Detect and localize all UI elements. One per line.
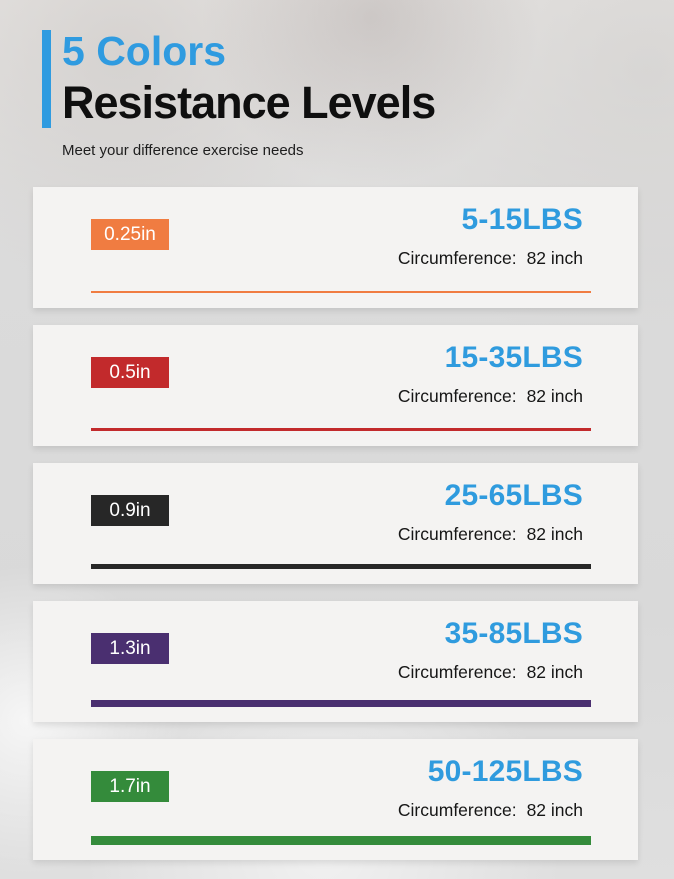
band-thickness-line	[91, 291, 591, 293]
weight-range: 25-65LBS	[444, 479, 583, 512]
circumference-row: Circumference: 82 inch	[398, 386, 583, 407]
band-width-badge: 1.3in	[91, 633, 169, 664]
page-title: 5 Colors	[62, 28, 227, 74]
circumference-row: Circumference: 82 inch	[398, 248, 583, 269]
band-card-purple: 1.3in 35-85LBS Circumference: 82 inch	[33, 601, 638, 722]
weight-range: 50-125LBS	[427, 755, 583, 788]
header: 5 Colors Resistance Levels Meet your dif…	[0, 0, 674, 159]
circumference-row: Circumference: 82 inch	[398, 800, 583, 821]
band-width-badge: 1.7in	[91, 771, 169, 802]
band-width-badge: 0.25in	[91, 219, 169, 250]
page-subtitle: Resistance Levels	[62, 77, 436, 128]
band-card-black: 0.9in 25-65LBS Circumference: 82 inch	[33, 463, 638, 584]
band-thickness-line	[91, 700, 591, 707]
weight-range: 35-85LBS	[444, 617, 583, 650]
circumference-value: 82 inch	[526, 386, 583, 406]
spacer	[517, 386, 527, 407]
spacer	[517, 248, 527, 269]
circumference-label: Circumference:	[397, 248, 517, 268]
circumference-label: Circumference:	[397, 524, 517, 544]
circumference-value: 82 inch	[526, 248, 583, 268]
band-card-green: 1.7in 50-125LBS Circumference: 82 inch	[33, 739, 638, 860]
band-thickness-line	[91, 836, 591, 845]
tagline: Meet your difference exercise needs	[62, 142, 304, 159]
spacer	[517, 662, 527, 683]
band-card-red: 0.5in 15-35LBS Circumference: 82 inch	[33, 325, 638, 446]
band-card-orange: 0.25in 5-15LBS Circumference: 82 inch	[33, 187, 638, 308]
circumference-value: 82 inch	[526, 524, 583, 544]
band-thickness-line	[91, 564, 591, 569]
circumference-value: 82 inch	[526, 800, 583, 820]
weight-range: 15-35LBS	[444, 341, 583, 374]
accent-bar	[42, 30, 51, 128]
spacer	[517, 800, 527, 821]
circumference-label: Circumference:	[397, 800, 517, 820]
circumference-label: Circumference:	[397, 386, 517, 406]
weight-range: 5-15LBS	[461, 203, 583, 236]
band-width-badge: 0.9in	[91, 495, 169, 526]
circumference-row: Circumference: 82 inch	[398, 662, 583, 683]
circumference-row: Circumference: 82 inch	[398, 524, 583, 545]
band-list: 0.25in 5-15LBS Circumference: 82 inch 0.…	[33, 187, 638, 877]
band-width-badge: 0.5in	[91, 357, 169, 388]
circumference-value: 82 inch	[526, 662, 583, 682]
spacer	[517, 524, 527, 545]
band-thickness-line	[91, 428, 591, 431]
circumference-label: Circumference:	[397, 662, 517, 682]
